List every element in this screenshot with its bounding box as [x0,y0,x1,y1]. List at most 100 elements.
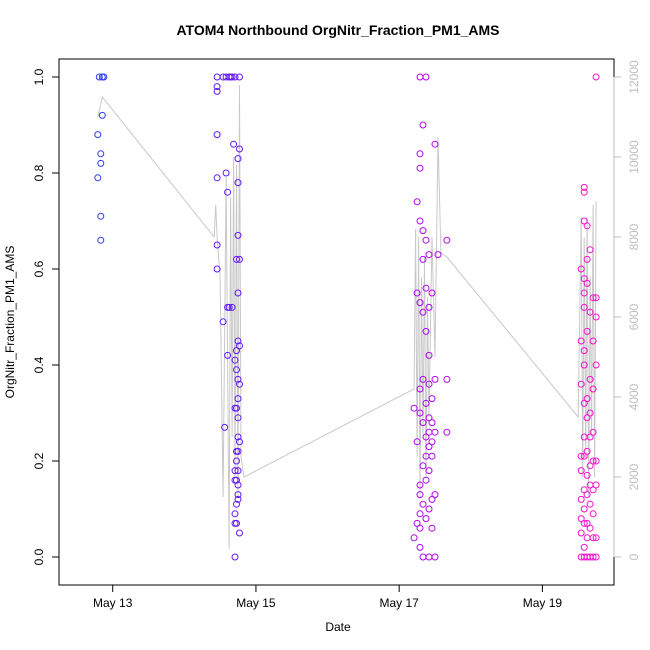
data-point [233,404,240,412]
data-point [589,534,597,542]
x-tick-label: May 13 [93,596,133,610]
data-point [213,241,221,249]
data-point [233,500,240,508]
data-point [413,198,421,206]
data-point [213,73,221,81]
data-point [231,356,239,364]
data-point [213,87,221,95]
x-tick-label: May 19 [523,596,563,610]
x-tick-label: May 15 [236,596,276,610]
data-point [592,361,600,369]
data-point [583,395,591,403]
data-point [100,73,108,81]
data-point [225,303,233,311]
data-point [224,188,232,196]
right-tick-label: 12000 [627,60,641,94]
data-point [236,342,243,350]
data-point [231,510,239,518]
data-point [97,159,105,167]
y-tick-label: 0.4 [32,356,46,373]
data-point [422,284,430,292]
data-point [592,313,600,321]
data-point [580,361,588,369]
data-point [221,423,229,431]
data-point [577,337,585,345]
data-point [213,174,221,182]
data-point [434,251,442,259]
data-point [233,519,240,527]
right-tick-label: 4000 [627,383,641,410]
data-point [583,534,591,542]
data-point [410,404,418,412]
data-point [577,467,585,475]
data-point [416,164,424,172]
data-point [425,505,433,513]
data-point [592,457,600,465]
data-point [428,289,436,297]
data-point [416,510,424,518]
y-tick-label: 1.0 [32,68,46,85]
data-point [413,289,421,297]
right-tick-label: 8000 [627,223,641,250]
data-point [589,385,597,393]
right-tick-label: 10000 [627,140,641,174]
data-point [425,303,433,311]
data-point [425,351,433,359]
data-point [428,438,436,446]
data-point [586,308,594,316]
data-point [419,227,427,235]
y-tick-label: 0.0 [32,548,46,565]
data-point [234,447,242,455]
data-point [577,265,585,273]
data-point [97,236,105,244]
data-point [425,428,433,436]
data-point [234,289,242,297]
data-point [222,169,230,177]
x-axis-label: Date [325,620,351,634]
data-point [233,457,240,465]
data-point [416,409,424,417]
data-point [234,337,242,345]
data-point [234,481,242,489]
data-point [236,529,243,537]
data-point [234,495,242,503]
data-point [234,433,242,441]
data-point [583,279,591,287]
data-point [236,380,243,388]
data-point [589,294,597,302]
data-point [97,150,105,158]
data-point [589,553,597,561]
data-point [231,467,239,475]
data-point [586,524,594,532]
data-point [592,553,600,561]
data-point [419,255,427,263]
data-point [577,452,585,460]
data-point [428,524,436,532]
data-point [234,375,242,383]
data-point [416,543,424,551]
data-point [589,337,597,345]
data-point [577,495,585,503]
data-point [419,375,427,383]
data-point [213,83,221,91]
data-point [592,534,600,542]
data-point [422,236,430,244]
right-tick-label: 2000 [627,463,641,490]
data-point [428,419,436,427]
data-point [234,179,242,187]
data-point [583,491,591,499]
data-point [580,505,588,513]
data-point [94,174,102,182]
data-point [580,347,588,355]
y-tick-label: 0.2 [32,452,46,469]
data-point [425,553,433,561]
right-tick-label: 0 [627,553,641,560]
y-tick-label: 0.8 [32,164,46,181]
data-point [583,255,591,263]
data-point [228,73,236,81]
data-point [416,491,424,499]
data-point [233,366,240,374]
data-point [589,457,597,465]
data-point [416,524,424,532]
data-point [580,188,588,196]
